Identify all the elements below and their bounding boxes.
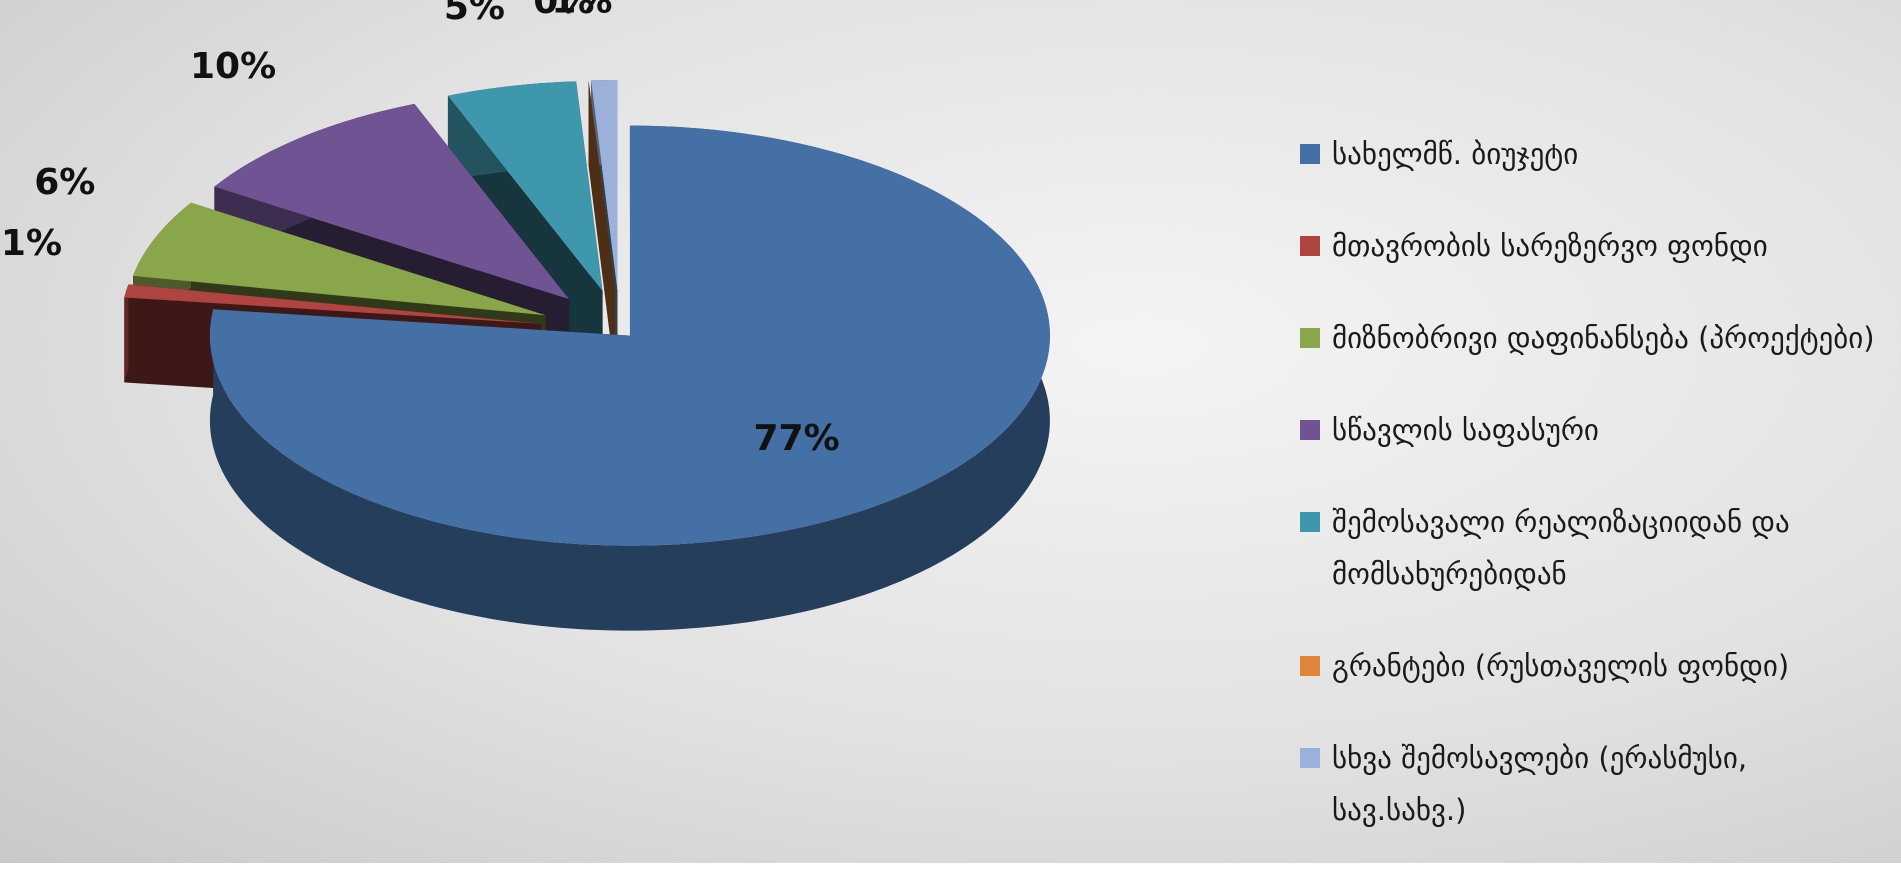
legend-item: გრანტები (რუსთაველის ფონდი): [1300, 640, 1890, 692]
data-label: 5%: [444, 0, 505, 28]
legend-item: მიზნობრივი დაფინანსება (პროექტები): [1300, 312, 1890, 364]
legend-item: სახელმწ. ბიუჯეტი: [1300, 128, 1890, 180]
legend-swatch: [1300, 748, 1320, 768]
slice-wall: [124, 284, 128, 382]
data-label: 77%: [753, 418, 839, 459]
legend-swatch: [1300, 656, 1320, 676]
legend-item: მთავრობის სარეზერვო ფონდი: [1300, 220, 1890, 272]
legend: სახელმწ. ბიუჯეტი მთავრობის სარეზერვო ფონდ…: [1300, 128, 1890, 876]
legend-item: სწავლის საფასური: [1300, 404, 1890, 456]
legend-label: მიზნობრივი დაფინანსება (პროექტები): [1332, 312, 1875, 364]
legend-swatch: [1300, 328, 1320, 348]
legend-label: შემოსავალი რეალიზაციიდან და მომსახურებიდ…: [1332, 496, 1890, 600]
data-label: 10%: [190, 46, 276, 87]
legend-label: გრანტები (რუსთაველის ფონდი): [1332, 640, 1789, 692]
legend-swatch: [1300, 236, 1320, 256]
legend-label: სხვა შემოსავლები (ერასმუსი, სავ.სახვ.): [1332, 732, 1890, 836]
data-label: 6%: [34, 162, 95, 203]
legend-swatch: [1300, 420, 1320, 440]
data-label: 1%: [1, 223, 62, 264]
legend-label: სახელმწ. ბიუჯეტი: [1332, 128, 1578, 180]
legend-label: სწავლის საფასური: [1332, 404, 1599, 456]
slide: 77%1%6%10%5%0%1% სახელმწ. ბიუჯეტიმთავრობ…: [0, 0, 1901, 863]
legend-item: სხვა შემოსავლები (ერასმუსი, სავ.სახვ.): [1300, 732, 1890, 836]
legend-label: მთავრობის სარეზერვო ფონდი: [1332, 220, 1768, 272]
legend-swatch: [1300, 512, 1320, 532]
data-label: 1%: [551, 0, 612, 21]
legend-swatch: [1300, 144, 1320, 164]
legend-item: შემოსავალი რეალიზაციიდან და მომსახურებიდ…: [1300, 496, 1890, 600]
